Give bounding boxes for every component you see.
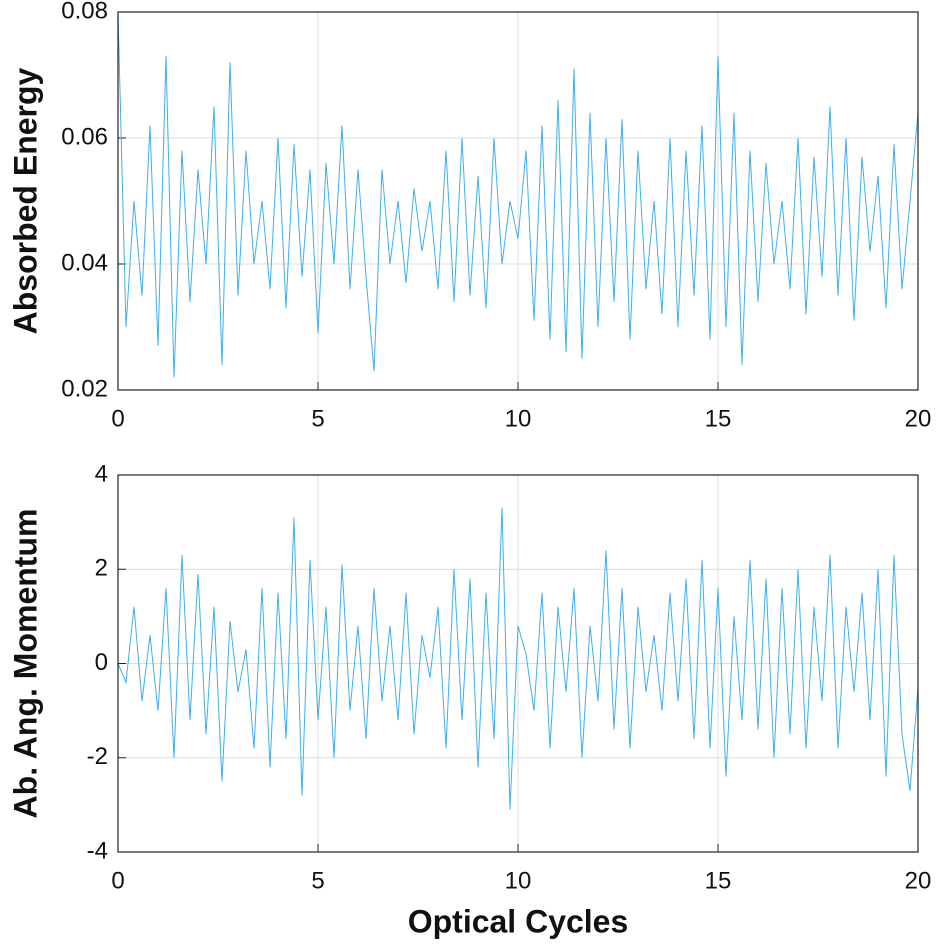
x-tick-label: 20	[905, 405, 932, 432]
x-tick-label: 0	[111, 405, 124, 432]
axes-box	[117, 474, 919, 853]
y-tick-label: 0	[95, 649, 108, 676]
y-axis-label: Ab. Ang. Momentum	[7, 509, 43, 819]
y-tick-label: 0.06	[61, 123, 108, 150]
x-tick-label: 10	[505, 867, 532, 894]
x-tick-label: 5	[311, 867, 324, 894]
axes-box	[117, 11, 919, 391]
x-axis-label: Optical Cycles	[408, 903, 629, 939]
x-tick-label: 0	[111, 867, 124, 894]
y-axis-label: Absorbed Energy	[7, 67, 43, 334]
y-tick-label: 0.04	[61, 249, 108, 276]
x-tick-label: 20	[905, 867, 932, 894]
x-tick-label: 15	[705, 405, 732, 432]
y-tick-label: 0.08	[61, 0, 108, 24]
data-line	[117, 11, 919, 378]
y-tick-label: -2	[87, 743, 108, 770]
x-tick-label: 5	[311, 405, 324, 432]
data-line	[117, 507, 919, 810]
y-tick-label: 2	[95, 555, 108, 582]
y-tick-label: 4	[95, 460, 108, 487]
y-tick-label: -4	[87, 837, 108, 864]
x-tick-label: 10	[505, 405, 532, 432]
y-tick-label: 0.02	[61, 375, 108, 402]
x-tick-label: 15	[705, 867, 732, 894]
